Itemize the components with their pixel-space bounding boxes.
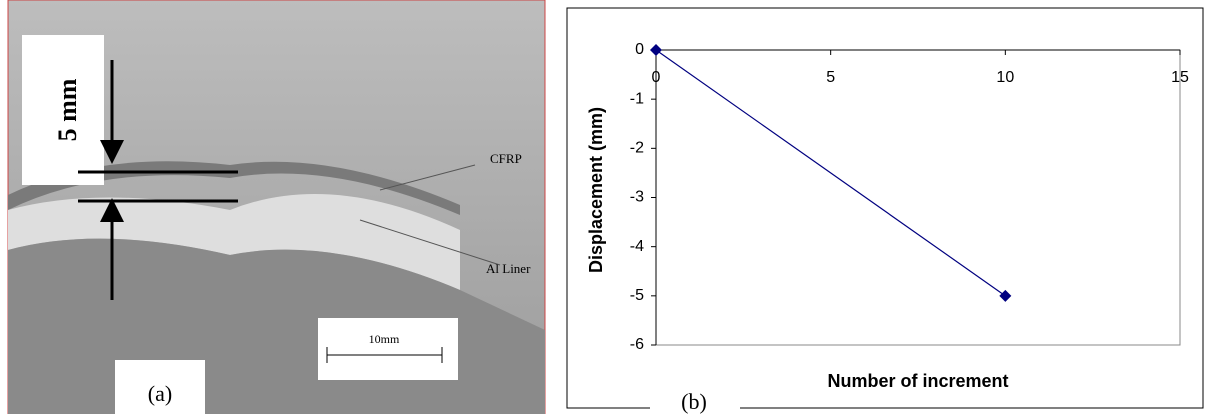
figure: 5 mm CFRP Al Liner 10mm (a) Displacement… <box>0 0 1208 414</box>
y-tick-label: -4 <box>630 238 644 255</box>
y-tick-label: -5 <box>630 287 644 304</box>
x-tick-label: 15 <box>1171 69 1189 86</box>
layer-label: CFRP <box>490 151 522 166</box>
x-tick-label: 5 <box>826 69 835 86</box>
x-tick-label: 10 <box>996 69 1014 86</box>
panel-label: (a) <box>148 381 172 406</box>
layer-label: Al Liner <box>486 261 531 276</box>
y-tick-label: -1 <box>630 90 644 107</box>
photo-panel: 5 mm CFRP Al Liner 10mm (a) <box>8 0 545 414</box>
x-tick-label: 0 <box>652 69 661 86</box>
y-axis-label: Displacement (mm) <box>586 107 606 273</box>
chart-frame <box>567 8 1203 408</box>
gap-label: 5 mm <box>53 78 82 141</box>
page: 5 mm CFRP Al Liner 10mm (a) Displacement… <box>0 0 1208 414</box>
scale-label: 10mm <box>369 332 400 346</box>
y-tick-label: -2 <box>630 140 644 157</box>
y-tick-label: 0 <box>635 41 644 58</box>
x-axis-label: Number of increment <box>827 371 1008 391</box>
panel-label: (b) <box>681 389 707 414</box>
y-tick-label: -3 <box>630 189 644 206</box>
y-tick-label: -6 <box>630 336 644 353</box>
scale-box <box>318 318 458 380</box>
